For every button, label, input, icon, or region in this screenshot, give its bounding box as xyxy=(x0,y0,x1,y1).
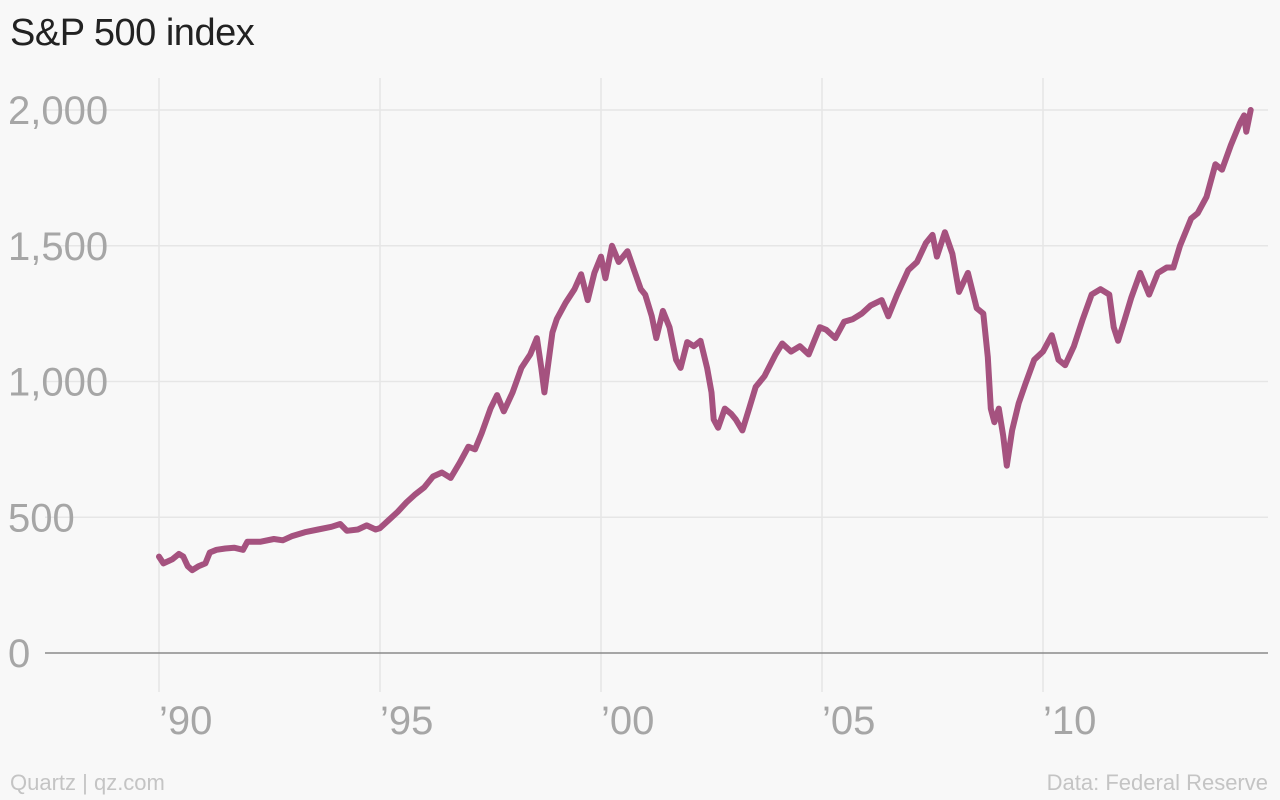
footer-source-brand: Quartz | qz.com xyxy=(10,770,165,795)
x-axis-ticks: ’90 ’95 ’00 ’05 ’10 xyxy=(159,699,1096,743)
x-tick-label: ’95 xyxy=(380,699,433,743)
x-tick-label: ’10 xyxy=(1043,699,1096,743)
y-tick-label: 0 xyxy=(8,632,30,676)
grid-lines xyxy=(45,78,1268,692)
y-tick-label: 2,000 xyxy=(8,89,108,133)
x-tick-label: ’90 xyxy=(159,699,212,743)
footer-data-credit: Data: Federal Reserve xyxy=(1046,770,1268,795)
chart-title: S&P 500 index xyxy=(10,12,255,54)
series-line xyxy=(156,107,1254,574)
x-tick-label: ’05 xyxy=(822,699,875,743)
y-axis-ticks: 0 500 1,000 1,500 2,000 xyxy=(8,89,108,676)
y-tick-label: 500 xyxy=(8,496,75,540)
y-tick-label: 1,000 xyxy=(8,361,108,405)
x-tick-label: ’00 xyxy=(601,699,654,743)
y-tick-label: 1,500 xyxy=(8,225,108,269)
